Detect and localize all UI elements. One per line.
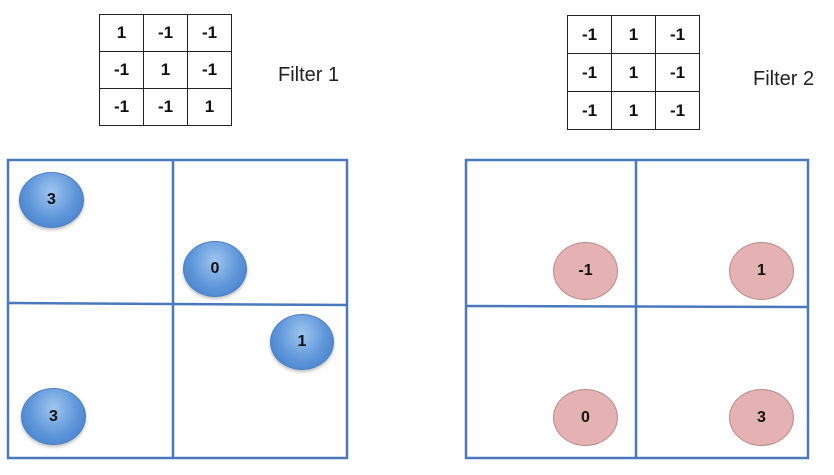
filter-1-label: Filter 1	[278, 64, 340, 86]
filter-2-row: -1 1 -1	[567, 91, 700, 130]
feature-map-2-grid	[464, 158, 810, 460]
feature-map-2-value-top-right: 1	[729, 242, 794, 300]
filter-1-cell: 1	[99, 14, 144, 52]
feature-map-1-value-top-right: 0	[183, 241, 247, 297]
filter-1-cell: 1	[187, 88, 232, 126]
filter-2-row: -1 1 -1	[567, 15, 700, 54]
filter-2-cell: -1	[567, 91, 612, 130]
feature-map-1-value-bottom-right: 1	[270, 314, 334, 370]
feature-map-1-border	[6, 158, 349, 460]
feature-map-1-grid	[6, 158, 349, 460]
feature-map-2-value-bottom-right: 3	[729, 389, 794, 446]
filter-2-cell: 1	[611, 53, 656, 92]
filter-1-matrix: 1 -1 -1 -1 1 -1 -1 -1 1	[99, 14, 232, 126]
filter-1-cell: 1	[143, 51, 188, 89]
filter-2-cell: 1	[611, 91, 656, 130]
filter-2-row: -1 1 -1	[567, 53, 700, 92]
filter-2-cell: -1	[655, 15, 700, 54]
filter-2-cell: -1	[567, 15, 612, 54]
filter-1-cell: -1	[187, 51, 232, 89]
feature-map-1-horizontal-divider	[7, 301, 348, 307]
filter-2-matrix: -1 1 -1 -1 1 -1 -1 1 -1	[567, 15, 700, 130]
filter-2-cell: -1	[655, 91, 700, 130]
feature-map-2-horizontal-divider	[465, 304, 809, 309]
filter-2-label: Filter 2	[753, 68, 815, 90]
filter-1-cell: -1	[143, 88, 188, 126]
filter-1-row: 1 -1 -1	[99, 14, 232, 52]
feature-map-1-value-top-left: 3	[19, 172, 84, 228]
filter-2-cell: -1	[567, 53, 612, 92]
filter-1-row: -1 -1 1	[99, 88, 232, 126]
feature-map-2-value-bottom-left: 0	[553, 389, 618, 446]
filter-1-cell: -1	[187, 14, 232, 52]
feature-map-1-value-bottom-left: 3	[21, 388, 86, 445]
filter-2-cell: -1	[655, 53, 700, 92]
filter-1-cell: -1	[99, 88, 144, 126]
feature-map-2-value-top-left: -1	[553, 242, 618, 300]
